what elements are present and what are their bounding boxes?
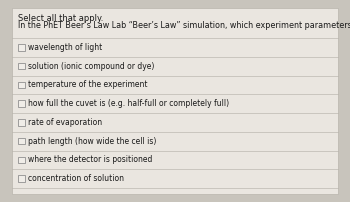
- Bar: [18, 44, 24, 51]
- Bar: [18, 100, 24, 107]
- Bar: [18, 175, 24, 182]
- Text: Select all that apply.: Select all that apply.: [18, 14, 103, 23]
- Bar: [18, 119, 24, 126]
- Text: concentration of solution: concentration of solution: [28, 174, 124, 183]
- Text: where the detector is positioned: where the detector is positioned: [28, 155, 152, 164]
- Text: how full the cuvet is (e.g. half-full or completely full): how full the cuvet is (e.g. half-full or…: [28, 99, 229, 108]
- Text: rate of evaporation: rate of evaporation: [28, 118, 102, 127]
- Text: path length (how wide the cell is): path length (how wide the cell is): [28, 137, 156, 146]
- Bar: [18, 82, 24, 88]
- Text: wavelength of light: wavelength of light: [28, 43, 102, 52]
- Text: temperature of the experiment: temperature of the experiment: [28, 80, 147, 89]
- Bar: [18, 157, 24, 163]
- Bar: [18, 63, 24, 69]
- Text: solution (ionic compound or dye): solution (ionic compound or dye): [28, 62, 154, 71]
- Bar: [18, 138, 24, 144]
- Text: In the PhET Beer’s Law Lab “Beer’s Law” simulation, which experiment parameters : In the PhET Beer’s Law Lab “Beer’s Law” …: [18, 21, 350, 30]
